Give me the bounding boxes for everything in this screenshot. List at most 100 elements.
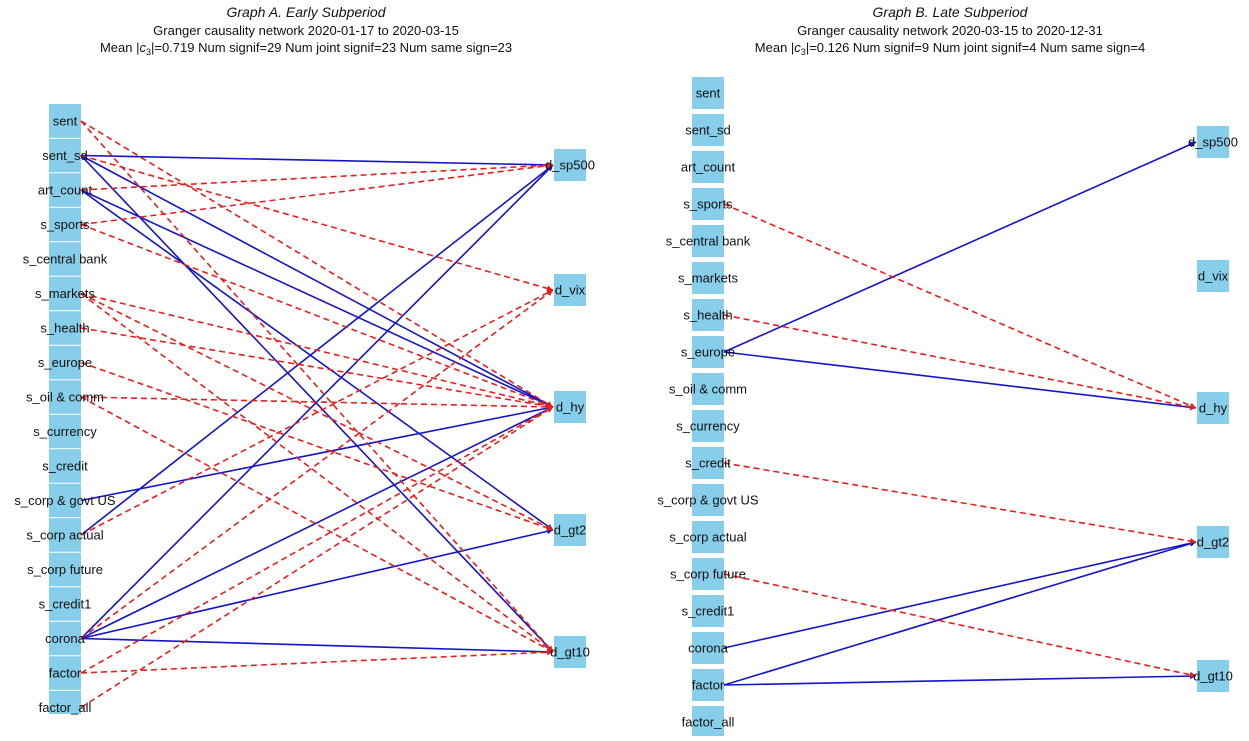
graph-b: Graph B. Late Subperiod Granger causalit…	[657, 4, 1238, 738]
node-factor	[692, 669, 724, 701]
left-node-column	[49, 104, 81, 714]
node-corona	[692, 632, 724, 664]
edge-factor-to-d-gt2	[723, 540, 1197, 686]
edge-corona-to-d-gt2	[80, 528, 554, 640]
node-label-d-sp500: d_sp500	[545, 158, 595, 173]
node-label-s-markets: s_markets	[35, 286, 95, 301]
node-d-sp500	[554, 149, 586, 181]
node-label-sent-sd: sent_sd	[42, 148, 88, 163]
node-label-s-corp-actual: s_corp actual	[669, 530, 746, 545]
node-d-gt10	[554, 636, 586, 668]
edge-s-markets-to-d-gt10	[80, 292, 554, 653]
graph-a-stats: Mean |c3|=0.719 Num signif=29 Num joint …	[100, 40, 512, 57]
node-label-s-corp-and-govt-us: s_corp & govt US	[14, 493, 115, 508]
node-s-corp-actual	[692, 521, 724, 553]
graph-b-nodes	[692, 77, 1229, 738]
node-sent-sd	[692, 114, 724, 146]
edge-s-credit-to-d-gt2	[723, 462, 1197, 544]
edge-factor-to-d-gt10	[723, 673, 1197, 686]
node-label-s-central-bank: s_central bank	[23, 252, 108, 267]
node-label-s-europe: s_europe	[38, 355, 92, 370]
node-s-sports	[692, 188, 724, 220]
edge-s-europe-to-d-gt2	[80, 361, 554, 531]
node-d-gt10	[1197, 660, 1229, 692]
node-s-corp-and-govt-us	[692, 484, 724, 516]
graph-b-edges	[723, 141, 1197, 686]
node-d-gt2	[554, 514, 586, 546]
node-d-sp500	[1197, 126, 1229, 158]
edge-s-health-to-d-hy	[80, 327, 554, 409]
edge-s-europe-to-d-sp500	[723, 141, 1197, 353]
node-label-corona: corona	[45, 631, 86, 646]
edge-corona-to-d-sp500	[80, 164, 554, 640]
edge-corona-to-d-gt2	[723, 540, 1197, 649]
node-s-health	[692, 299, 724, 331]
node-label-d-gt10: d_gt10	[550, 645, 590, 660]
graph-b-labels: sent sent_sd art_count s_sports s_central ba…	[657, 86, 1238, 730]
node-d-vix	[554, 274, 586, 306]
node-label-s-currency: s_currency	[676, 419, 740, 434]
node-label-s-credit1: s_credit1	[39, 597, 92, 612]
node-label-sent-sd: sent_sd	[685, 123, 731, 138]
node-label-s-sports: s_sports	[40, 217, 90, 232]
edge-s-markets-to-d-hy	[80, 292, 554, 409]
edge-s-oil-and-comm-to-d-gt10	[80, 396, 554, 653]
node-d-hy	[554, 391, 586, 423]
edge-sent-sd-to-d-hy	[80, 154, 554, 408]
edge-factor-to-d-hy	[80, 406, 554, 674]
edge-s-corp-future-to-d-gt10	[723, 573, 1197, 678]
node-label-factor-all: factor_all	[39, 700, 92, 715]
node-label-factor: factor	[692, 678, 725, 693]
node-s-central-bank	[692, 225, 724, 257]
graph-a-title: Graph A. Early Subperiod	[226, 4, 386, 20]
graph-a-nodes	[49, 104, 586, 714]
node-label-sent: sent	[696, 86, 721, 101]
node-label-s-health: s_health	[683, 308, 732, 323]
node-label-d-vix: d_vix	[555, 283, 586, 298]
node-label-factor: factor	[49, 666, 82, 681]
graph-b-title: Graph B. Late Subperiod	[873, 4, 1029, 20]
node-s-europe	[692, 336, 724, 368]
edge-s-sports-to-d-hy	[80, 223, 554, 408]
edge-art-count-to-d-hy	[80, 189, 554, 408]
graph-a-edges	[80, 120, 554, 709]
node-label-s-oil-and-comm: s_oil & comm	[669, 382, 747, 397]
node-label-d-vix: d_vix	[1198, 269, 1229, 284]
edge-corona-to-d-hy	[80, 406, 554, 640]
node-d-vix	[1197, 260, 1229, 292]
edge-factor-all-to-d-hy	[80, 406, 554, 709]
graph-a-subtitle: Granger causality network 2020-01-17 to …	[153, 23, 459, 38]
edge-sent-to-d-gt10	[80, 120, 554, 653]
graph-b-stats: Mean |c3|=0.126 Num signif=9 Num joint s…	[755, 40, 1145, 57]
node-s-corp-future	[692, 558, 724, 590]
node-label-sent: sent	[53, 114, 78, 129]
node-label-d-hy: d_hy	[1199, 401, 1228, 416]
node-label-art-count: art_count	[681, 160, 736, 175]
edge-art-count-to-d-gt2	[80, 189, 554, 531]
node-art-count	[692, 151, 724, 183]
node-label-s-credit1: s_credit1	[682, 604, 735, 619]
edge-art-count-to-d-sp500	[80, 162, 554, 191]
node-label-s-credit: s_credit	[42, 459, 88, 474]
node-s-markets	[692, 262, 724, 294]
node-factor-all	[692, 706, 724, 738]
edge-s-europe-to-d-hy	[723, 351, 1197, 411]
node-label-art-count: art_count	[38, 183, 93, 198]
edge-s-oil-and-comm-to-d-hy	[80, 396, 554, 410]
node-label-s-currency: s_currency	[33, 424, 97, 439]
edge-s-sports-to-d-sp500	[80, 162, 554, 226]
node-s-oil-and-comm	[692, 373, 724, 405]
node-label-s-health: s_health	[40, 321, 89, 336]
node-d-hy	[1197, 392, 1229, 424]
node-label-s-corp-actual: s_corp actual	[26, 528, 103, 543]
edge-s-markets-to-d-gt2	[80, 292, 554, 531]
edge-sent-sd-to-d-sp500	[80, 154, 554, 168]
node-label-d-hy: d_hy	[556, 400, 585, 415]
node-label-s-corp-future: s_corp future	[27, 562, 103, 577]
node-label-s-corp-and-govt-us: s_corp & govt US	[657, 493, 758, 508]
node-label-factor-all: factor_all	[682, 715, 735, 730]
node-label-d-gt10: d_gt10	[1193, 669, 1233, 684]
node-s-credit1	[692, 595, 724, 627]
node-label-s-markets: s_markets	[678, 271, 738, 286]
